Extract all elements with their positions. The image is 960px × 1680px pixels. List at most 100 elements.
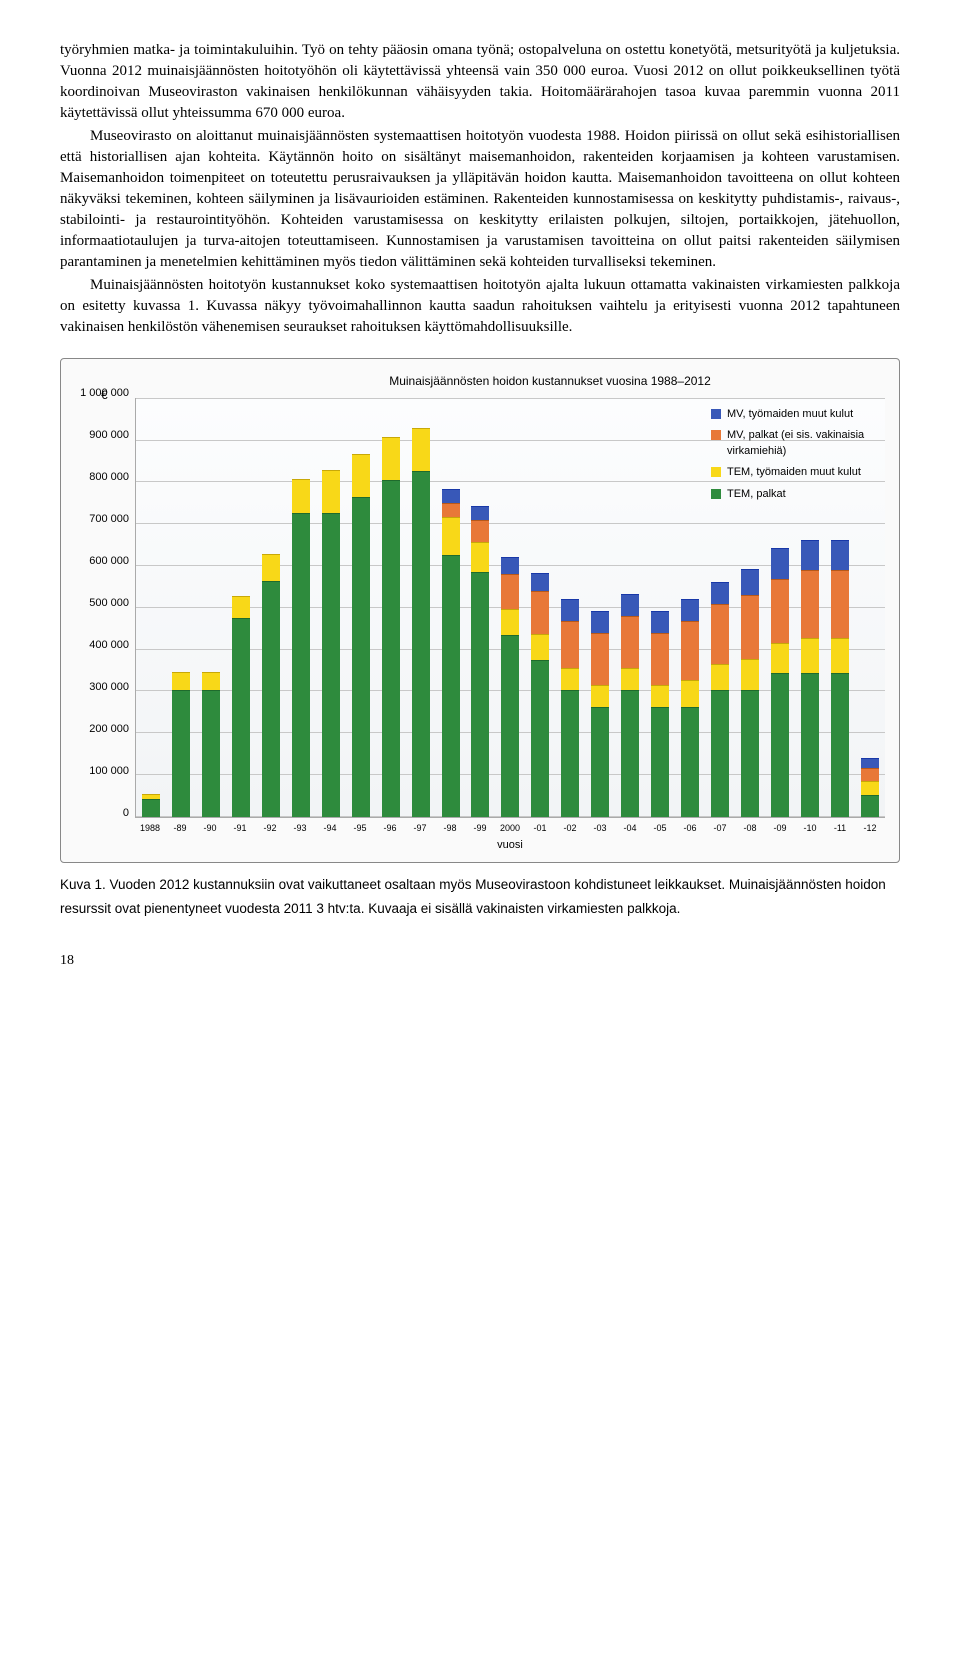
bar-segment-tem_palkat bbox=[801, 673, 819, 817]
legend-item: MV, työmaiden muut kulut bbox=[711, 407, 881, 422]
bar-segment-tem_palkat bbox=[352, 497, 370, 817]
x-tick: -08 bbox=[736, 822, 765, 835]
stacked-bar bbox=[322, 470, 340, 816]
x-tick: -04 bbox=[616, 822, 645, 835]
bar-column bbox=[556, 599, 584, 817]
bar-segment-tem_muut bbox=[172, 672, 190, 690]
x-tick: -11 bbox=[826, 822, 855, 835]
bar-segment-mv_muut bbox=[531, 573, 549, 591]
stacked-bar bbox=[621, 594, 639, 816]
x-tick: -89 bbox=[166, 822, 195, 835]
bar-segment-tem_muut bbox=[651, 685, 669, 707]
bar-segment-mv_palkat bbox=[681, 621, 699, 681]
bar-segment-tem_muut bbox=[232, 596, 250, 618]
x-tick: -90 bbox=[196, 822, 225, 835]
bar-segment-tem_muut bbox=[741, 659, 759, 689]
bar-column bbox=[197, 672, 225, 817]
legend-swatch bbox=[711, 430, 721, 440]
stacked-bar bbox=[681, 599, 699, 817]
bar-column bbox=[287, 479, 315, 817]
chart-legend: MV, työmaiden muut kulut MV, palkat (ei s… bbox=[711, 407, 881, 508]
bar-segment-mv_palkat bbox=[501, 574, 519, 609]
bar-segment-mv_palkat bbox=[621, 616, 639, 667]
bar-segment-mv_muut bbox=[561, 599, 579, 621]
x-tick: -09 bbox=[766, 822, 795, 835]
bar-segment-tem_palkat bbox=[172, 690, 190, 817]
bar-segment-mv_palkat bbox=[771, 579, 789, 643]
stacked-bar bbox=[382, 437, 400, 817]
x-tick: 1988 bbox=[136, 822, 165, 835]
x-tick: -07 bbox=[706, 822, 735, 835]
bar-segment-tem_palkat bbox=[771, 673, 789, 817]
bar-segment-mv_muut bbox=[741, 569, 759, 595]
bar-column bbox=[376, 437, 404, 817]
bar-segment-tem_muut bbox=[471, 542, 489, 572]
x-axis: 1988-89-90-91-92-93-94-95-96-97-98-99200… bbox=[135, 822, 885, 835]
bar-column bbox=[586, 611, 614, 817]
bar-segment-mv_muut bbox=[471, 506, 489, 520]
x-tick: -12 bbox=[856, 822, 885, 835]
bar-segment-tem_muut bbox=[322, 470, 340, 513]
x-tick: -93 bbox=[286, 822, 315, 835]
bar-segment-tem_palkat bbox=[262, 581, 280, 817]
x-tick: -98 bbox=[436, 822, 465, 835]
x-axis-label: vuosi bbox=[135, 838, 885, 853]
stacked-bar bbox=[711, 582, 729, 817]
stacked-bar bbox=[591, 611, 609, 817]
legend-swatch bbox=[711, 467, 721, 477]
bar-column bbox=[406, 428, 434, 816]
bar-segment-mv_palkat bbox=[591, 633, 609, 684]
legend-label: TEM, palkat bbox=[727, 487, 786, 502]
bar-segment-tem_palkat bbox=[621, 690, 639, 817]
bar-column bbox=[646, 611, 674, 817]
bar-segment-tem_palkat bbox=[681, 707, 699, 817]
bar-segment-mv_muut bbox=[621, 594, 639, 616]
bar-segment-mv_palkat bbox=[801, 570, 819, 638]
bar-segment-tem_muut bbox=[292, 479, 310, 514]
bar-column bbox=[137, 794, 165, 817]
bar-column bbox=[526, 573, 554, 816]
bar-column bbox=[346, 454, 374, 817]
bar-segment-mv_palkat bbox=[471, 520, 489, 542]
x-tick: -91 bbox=[226, 822, 255, 835]
bar-segment-tem_muut bbox=[352, 454, 370, 497]
bar-segment-mv_muut bbox=[771, 548, 789, 578]
bar-segment-tem_muut bbox=[591, 685, 609, 707]
legend-label: MV, palkat (ei sis. vakinaisia virkamieh… bbox=[727, 428, 881, 459]
bar-column bbox=[766, 548, 794, 817]
bar-column bbox=[436, 489, 464, 816]
x-tick: -95 bbox=[346, 822, 375, 835]
bar-column bbox=[227, 596, 255, 816]
bar-segment-tem_palkat bbox=[531, 660, 549, 816]
stacked-bar bbox=[202, 672, 220, 817]
bar-column bbox=[257, 554, 285, 816]
legend-item: TEM, työmaiden muut kulut bbox=[711, 465, 881, 480]
bar-column bbox=[826, 540, 854, 817]
bar-column bbox=[167, 672, 195, 817]
bar-segment-tem_muut bbox=[711, 664, 729, 690]
bar-segment-tem_muut bbox=[861, 781, 879, 795]
x-tick: -05 bbox=[646, 822, 675, 835]
bar-segment-tem_palkat bbox=[202, 690, 220, 817]
bar-segment-tem_palkat bbox=[442, 555, 460, 816]
body-paragraph-3: Muinaisjäännösten hoitotyön kustannukset… bbox=[60, 275, 900, 338]
bar-segment-tem_palkat bbox=[232, 618, 250, 816]
x-tick: -03 bbox=[586, 822, 615, 835]
body-paragraph-1: työryhmien matka- ja toimintakuluihin. T… bbox=[60, 40, 900, 124]
bar-segment-mv_palkat bbox=[711, 604, 729, 664]
bar-segment-tem_palkat bbox=[382, 480, 400, 817]
bar-segment-tem_palkat bbox=[142, 799, 160, 817]
bar-column bbox=[316, 470, 344, 816]
bar-segment-tem_palkat bbox=[861, 795, 879, 817]
stacked-bar bbox=[172, 672, 190, 817]
stacked-bar bbox=[412, 428, 430, 816]
bar-segment-mv_muut bbox=[681, 599, 699, 621]
x-tick: -97 bbox=[406, 822, 435, 835]
stacked-bar bbox=[531, 573, 549, 816]
x-tick: -94 bbox=[316, 822, 345, 835]
bar-segment-mv_palkat bbox=[442, 503, 460, 517]
x-tick: -10 bbox=[796, 822, 825, 835]
bar-column bbox=[676, 599, 704, 817]
stacked-bar bbox=[442, 489, 460, 816]
stacked-bar bbox=[861, 758, 879, 817]
